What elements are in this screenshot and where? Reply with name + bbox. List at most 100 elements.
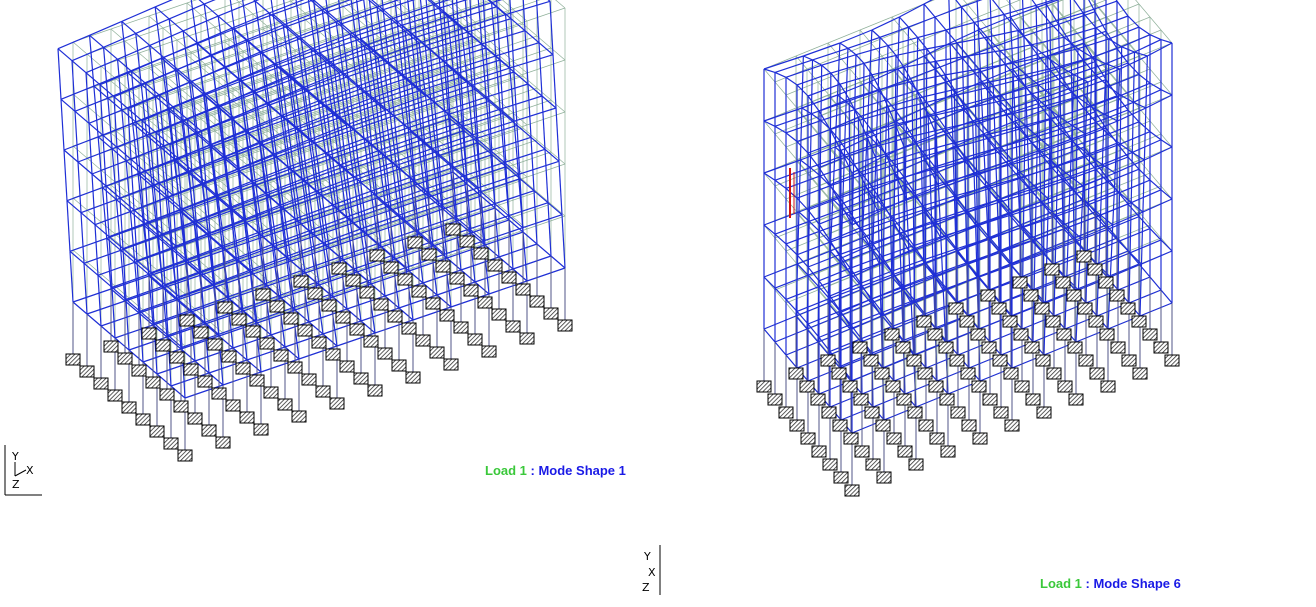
member <box>195 205 209 217</box>
deformed-member <box>81 213 95 225</box>
support <box>488 260 502 271</box>
member <box>267 26 281 38</box>
deformed-member <box>548 203 562 215</box>
deformed-member <box>525 31 528 84</box>
deformed-member <box>101 326 115 338</box>
member <box>999 0 1010 4</box>
member <box>1052 4 1063 17</box>
support <box>94 378 108 389</box>
deformed-member <box>64 150 78 162</box>
member <box>527 216 565 229</box>
member <box>1150 121 1161 134</box>
support <box>216 437 230 448</box>
support <box>184 364 198 375</box>
deformed-member <box>499 244 537 257</box>
support <box>444 359 458 370</box>
deformed-member <box>87 301 125 314</box>
deformed-member <box>486 84 528 97</box>
support <box>384 262 398 273</box>
support <box>326 349 340 360</box>
member <box>353 15 367 27</box>
support <box>464 285 478 296</box>
deformed-member <box>539 43 542 96</box>
deformed-member <box>288 153 325 167</box>
deformed-member <box>90 35 104 47</box>
member <box>201 2 239 15</box>
support <box>236 363 250 374</box>
member <box>101 170 115 182</box>
deformed-member <box>288 245 326 258</box>
member <box>209 165 223 177</box>
support <box>446 224 460 235</box>
support <box>478 297 492 308</box>
support <box>422 249 436 260</box>
deformed-member <box>178 55 211 69</box>
member <box>775 225 807 238</box>
support <box>468 334 482 345</box>
member <box>181 193 195 205</box>
member <box>181 245 195 257</box>
deformed-member <box>225 156 230 207</box>
support <box>160 389 174 400</box>
member <box>115 78 129 90</box>
support <box>118 353 132 364</box>
support <box>274 350 288 361</box>
support <box>146 377 160 388</box>
deformed-member <box>510 55 553 68</box>
member <box>797 108 808 121</box>
member <box>1118 225 1150 238</box>
deformed-member <box>492 3 506 15</box>
support <box>350 324 364 335</box>
member <box>818 134 829 147</box>
deformed-member <box>500 109 514 121</box>
support <box>164 438 178 449</box>
deformed-member <box>274 233 312 246</box>
member <box>339 3 353 15</box>
support <box>474 248 488 259</box>
deformed-member <box>537 244 551 256</box>
member <box>143 102 157 114</box>
support <box>530 296 544 307</box>
support <box>558 320 572 331</box>
member <box>1150 69 1161 82</box>
deformed-member <box>284 196 322 209</box>
deformed-member <box>534 191 548 203</box>
axis-triad: Y X Z <box>5 445 42 495</box>
deformed-member <box>67 201 70 252</box>
deformed-member <box>64 137 98 150</box>
deformed-member <box>522 0 525 31</box>
support <box>174 401 188 412</box>
member <box>513 204 551 217</box>
support <box>260 338 274 349</box>
support <box>108 390 122 401</box>
deformed-member <box>468 19 511 32</box>
deformed-member <box>492 0 536 3</box>
member <box>1044 238 1076 251</box>
deformed-member <box>562 215 565 268</box>
member <box>527 112 565 125</box>
member <box>1139 4 1150 17</box>
support <box>202 425 216 436</box>
support <box>178 450 192 461</box>
deformed-member <box>545 149 559 161</box>
member <box>1107 4 1139 17</box>
deformed-member <box>497 7 500 60</box>
member <box>125 197 139 209</box>
deformed-member <box>256 172 294 185</box>
deformed-member <box>496 43 539 56</box>
deformed-member <box>531 137 534 190</box>
member <box>485 24 523 37</box>
deformed-member <box>75 111 78 162</box>
deformed-member <box>92 174 106 186</box>
member <box>775 186 786 199</box>
member <box>916 186 948 199</box>
deformed-member <box>90 21 122 35</box>
member <box>862 277 894 290</box>
member <box>87 54 101 66</box>
support <box>392 360 406 371</box>
support <box>132 365 146 376</box>
deformed-member <box>495 191 534 204</box>
support <box>240 412 254 423</box>
deformed-member <box>177 298 191 310</box>
support <box>292 411 306 422</box>
